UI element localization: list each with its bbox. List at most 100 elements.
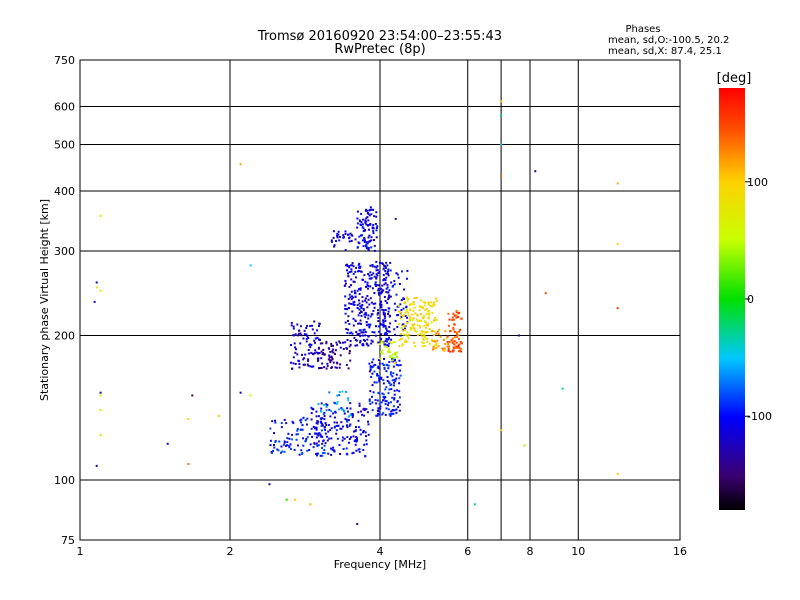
data-point: [334, 425, 336, 428]
data-point: [354, 344, 357, 347]
data-point: [317, 434, 320, 437]
data-point: [310, 412, 313, 415]
data-point: [432, 340, 435, 342]
data-point: [412, 317, 415, 320]
data-point: [383, 283, 386, 286]
data-point: [326, 365, 329, 368]
data-point: [389, 322, 392, 325]
data-point: [350, 268, 353, 271]
data-point: [328, 347, 331, 350]
data-point: [451, 341, 454, 344]
data-point: [378, 367, 380, 370]
data-point: [368, 362, 371, 365]
data-point: [349, 340, 352, 342]
data-point: [327, 452, 330, 455]
data-point: [312, 365, 315, 368]
data-point: [280, 422, 283, 424]
data-point: [343, 284, 346, 287]
data-point: [426, 337, 428, 340]
data-point: [363, 274, 366, 277]
data-point: [366, 343, 369, 346]
data-point: [321, 417, 324, 420]
data-point: [374, 334, 377, 337]
data-point: [367, 236, 370, 239]
data-point: [342, 425, 344, 428]
data-point: [345, 390, 348, 393]
data-point: [413, 306, 416, 309]
data-point: [375, 276, 378, 279]
data-point: [306, 449, 309, 452]
data-point: [327, 430, 330, 433]
data-point: [384, 403, 387, 405]
x-tick-label: 4: [377, 545, 384, 558]
data-point: [413, 323, 416, 326]
data-point: [344, 282, 347, 285]
data-point: [459, 341, 462, 344]
data-point: [310, 418, 313, 421]
data-point: [354, 238, 357, 241]
data-point: [347, 272, 349, 275]
data-point: [428, 303, 430, 306]
data-point: [315, 432, 318, 435]
data-point: [320, 350, 323, 353]
x-tick-label: 8: [527, 545, 534, 558]
data-point: [398, 409, 401, 412]
data-point: [365, 223, 368, 226]
data-point: [369, 297, 372, 300]
data-point: [375, 229, 378, 232]
data-point: [354, 443, 357, 446]
data-point: [384, 264, 386, 267]
data-point: [369, 365, 372, 368]
data-point: [404, 333, 407, 336]
data-point: [345, 308, 348, 311]
data-point: [348, 350, 351, 353]
data-point: [343, 236, 345, 239]
data-point: [415, 296, 418, 299]
data-point: [371, 264, 374, 266]
data-point: [359, 335, 362, 338]
data-point: [377, 312, 380, 314]
data-point: [393, 409, 396, 412]
data-point: [371, 365, 374, 368]
data-point: [348, 271, 351, 274]
data-point: [321, 442, 324, 445]
data-point: [411, 302, 413, 305]
data-point: [433, 319, 435, 322]
data-point: [415, 330, 418, 333]
data-point: [374, 222, 377, 225]
data-point: [403, 324, 406, 327]
data-point: [396, 355, 398, 358]
data-point: [386, 338, 389, 341]
data-point: [353, 440, 356, 443]
data-point: [344, 295, 347, 298]
data-point: [363, 237, 366, 239]
data-point: [305, 438, 308, 440]
data-point: [314, 337, 317, 340]
data-point: [434, 347, 436, 350]
data-point: [320, 418, 323, 421]
data-point: [385, 400, 388, 403]
data-point: [387, 345, 390, 347]
data-point: [355, 426, 357, 428]
data-point: [453, 323, 456, 326]
data-point: [368, 228, 370, 231]
data-point: [391, 353, 394, 356]
data-point: [394, 359, 396, 361]
data-point: [399, 369, 401, 372]
data-point: [297, 433, 299, 436]
data-point: [349, 402, 352, 405]
data-point: [364, 312, 367, 315]
data-point: [321, 447, 323, 449]
data-point: [435, 300, 438, 302]
data-point: [294, 346, 297, 349]
data-point: [338, 394, 341, 397]
data-point: [292, 325, 295, 328]
data-point: [344, 417, 347, 420]
data-point: [299, 325, 302, 328]
data-point: [397, 304, 400, 307]
data-point: [331, 448, 334, 451]
data-point: [358, 293, 361, 295]
data-point: [400, 338, 403, 340]
data-point: [416, 318, 418, 321]
data-point: [387, 408, 390, 411]
